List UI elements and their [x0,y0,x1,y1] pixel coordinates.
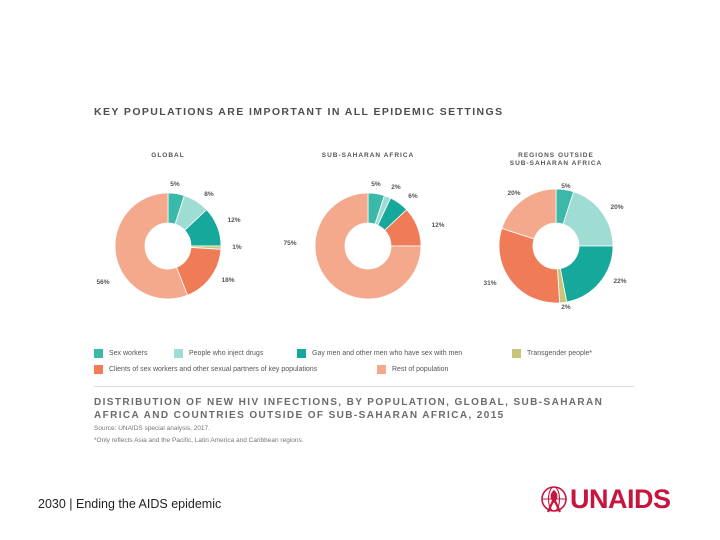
donut-slice [501,188,557,240]
page-title: KEY POPULATIONS ARE IMPORTANT IN ALL EPI… [94,106,504,118]
data-label: 31% [483,280,496,287]
data-label: 1% [232,244,242,251]
legend-swatch [297,348,306,358]
chart-title: SUB-SAHARAN AFRICA [322,152,415,159]
divider [94,386,634,387]
data-label: 5% [170,181,180,188]
data-label: 8% [204,191,214,198]
footnote: *Only reflects Asia and the Pacific, Lat… [94,437,304,444]
data-label: 56% [96,279,109,286]
chart-title: GLOBAL [151,152,184,159]
legend-label: Rest of population [392,365,449,373]
legend-item-transgender: Transgender people* [512,348,593,358]
data-label: 2% [561,304,571,311]
donut-slice [559,245,614,303]
logo-text: UNAIDS [570,484,671,514]
legend-item-sex-workers: Sex workers [94,348,174,358]
chart-title: REGIONS OUTSIDE [518,152,594,159]
legend-item-msm: Gay men and other men who have sex with … [297,348,512,358]
data-label: 12% [227,217,240,224]
data-label: 2% [391,184,401,191]
legend-swatch [94,348,103,358]
legend-swatch [512,348,521,358]
data-label: 22% [613,278,626,285]
data-label: 12% [431,222,444,229]
donut-slice [114,192,189,300]
caption-line-2: AFRICA AND COUNTRIES OUTSIDE OF SUB-SAHA… [94,410,505,421]
legend-swatch [94,364,103,374]
legend-item-rest: Rest of population [377,364,449,374]
legend-item-pwid: People who inject drugs [174,348,297,358]
chart-title: SUB-SAHARAN AFRICA [510,160,603,167]
donut-charts: GLOBAL 5% 8% 12% 1% 18% 56% SUB-SAHARAN AFRICA 5… [96,152,626,311]
figure-caption: DISTRIBUTION OF NEW HIV INFECTIONS, BY P… [94,396,654,422]
data-label: 75% [283,240,296,247]
legend-swatch [377,364,386,374]
legend-label: Gay men and other men who have sex with … [312,349,463,357]
data-label: 18% [221,277,234,284]
footer-text: 2030 | Ending the AIDS epidemic [38,497,222,511]
legend-swatch [174,348,183,358]
data-label: 20% [610,204,623,211]
legend-row-2: Clients of sex workers and other sexual … [94,361,634,377]
legend-label: People who inject drugs [189,349,264,357]
data-label: 5% [371,181,381,188]
legend-label: Sex workers [109,349,148,357]
donut-slice [562,191,614,247]
data-label: 5% [561,183,571,190]
source-note: Source: UNAIDS special analysis, 2017. [94,425,210,432]
legend-label: Clients of sex workers and other sexual … [109,365,318,373]
donut-slice [314,192,422,300]
data-label: 20% [507,190,520,197]
legend-row-1: Sex workers People who inject drugs Gay … [94,345,634,361]
legend-item-clients: Clients of sex workers and other sexual … [94,364,377,374]
donut-slice [498,227,561,304]
caption-line-1: DISTRIBUTION OF NEW HIV INFECTIONS, BY P… [94,397,604,408]
unaids-logo: UNAIDS [538,484,671,514]
data-label: 6% [408,193,418,200]
legend-label: Transgender people* [527,349,593,357]
legend: Sex workers People who inject drugs Gay … [94,345,634,377]
red-ribbon-globe-icon [541,486,567,513]
